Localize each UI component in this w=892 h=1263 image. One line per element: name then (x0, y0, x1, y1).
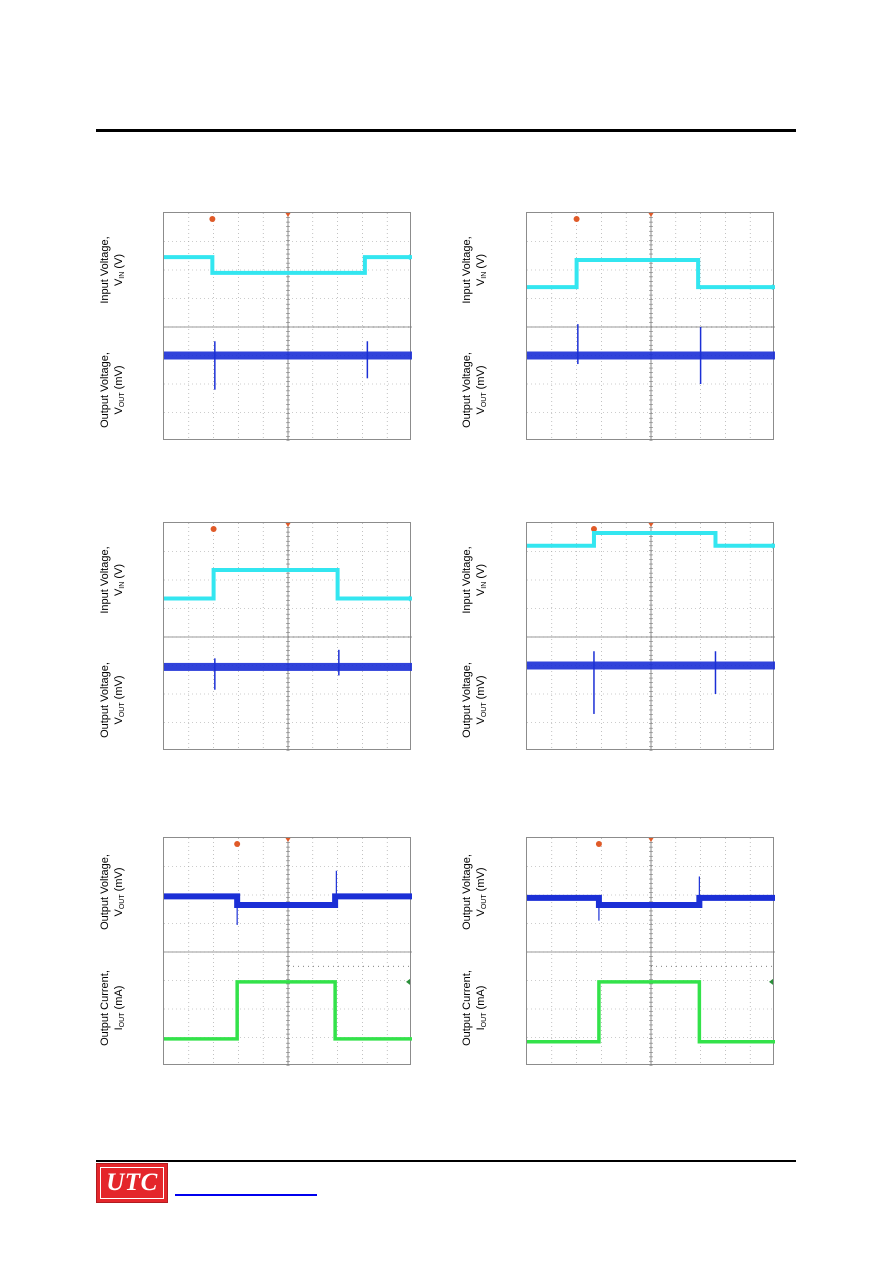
trigger-marker (590, 526, 597, 532)
y-label-line-2: VIN (V) (475, 563, 488, 597)
y-label-line-1: Output Voltage, (99, 854, 111, 930)
channel-marker (769, 542, 773, 549)
y-label-line-2: VOUT (mV) (475, 675, 488, 725)
trigger-position-marker (648, 838, 654, 842)
y-label-line-1: Output Voltage, (99, 352, 111, 428)
y-label-line-2: VOUT (mV) (475, 365, 488, 415)
y-label-line-1: Output Current, (461, 970, 473, 1046)
y-label-output-voltage: Output Voltage, VOUT (mV) (456, 640, 496, 760)
utc-logo: UTC (96, 1163, 168, 1203)
y-label-input-voltage: Input Voltage, VIN (V) (94, 520, 134, 640)
y-label-line-1: Input Voltage, (461, 236, 473, 304)
scope-line-transient-2 (526, 212, 775, 441)
channel-marker (406, 254, 410, 261)
scope-plot (164, 213, 412, 441)
scope-plot (527, 523, 775, 751)
trigger-position-marker (285, 523, 291, 527)
scope-line-transient-1 (163, 212, 412, 441)
y-label-line-1: Output Voltage, (461, 854, 473, 930)
scope-load-transient-2 (526, 837, 775, 1066)
footer-link-underline[interactable] (175, 1194, 317, 1196)
y-label-line-2: VOUT (mV) (113, 365, 126, 415)
y-label-line-2: VIN (V) (113, 253, 126, 287)
channel-marker (406, 595, 410, 602)
y-label-output-voltage: Output Voltage, VOUT (mV) (94, 640, 134, 760)
y-label-input-voltage: Input Voltage, VIN (V) (456, 520, 496, 640)
trigger-marker (210, 526, 217, 532)
scope-plot (527, 213, 775, 441)
trigger-marker (595, 841, 602, 847)
scope-plot (527, 838, 775, 1066)
channel-marker (769, 978, 773, 985)
y-label-line-2: VOUT (mV) (113, 675, 126, 725)
y-label-line-2: IOUT (mA) (475, 985, 488, 1031)
y-label-line-1: Output Voltage, (461, 352, 473, 428)
trigger-position-marker (648, 213, 654, 217)
y-label-output-voltage: Output Voltage, VOUT (mV) (456, 832, 496, 952)
top-trace (527, 258, 775, 290)
trigger-marker (234, 841, 241, 847)
bottom-trace (164, 351, 412, 360)
y-label-line-2: VOUT (mV) (475, 867, 488, 917)
scope-plot (164, 523, 412, 751)
y-label-output-voltage: Output Voltage, VOUT (mV) (94, 832, 134, 952)
y-label-output-current: Output Current, IOUT (mA) (456, 948, 496, 1068)
y-label-line-2: VOUT (mV) (113, 867, 126, 917)
y-label-output-current: Output Current, IOUT (mA) (94, 948, 134, 1068)
channel-marker (406, 978, 410, 985)
y-label-line-1: Output Voltage, (461, 662, 473, 738)
y-label-output-voltage: Output Voltage, VOUT (mV) (456, 330, 496, 450)
top-trace (164, 255, 412, 275)
y-label-line-1: Input Voltage, (461, 546, 473, 614)
utc-logo-text: UTC (100, 1167, 164, 1199)
y-label-input-voltage: Input Voltage, VIN (V) (94, 210, 134, 330)
y-label-input-voltage: Input Voltage, VIN (V) (456, 210, 496, 330)
trigger-position-marker (285, 838, 291, 842)
top-trace (527, 894, 775, 908)
scope-line-transient-3 (163, 522, 412, 751)
y-label-output-voltage: Output Voltage, VOUT (mV) (94, 330, 134, 450)
y-label-line-1: Output Voltage, (99, 662, 111, 738)
scope-plot (164, 838, 412, 1066)
bottom-trace (527, 351, 775, 360)
y-label-line-1: Output Current, (99, 970, 111, 1046)
bottom-trace (164, 662, 412, 671)
y-label-line-1: Input Voltage, (99, 236, 111, 304)
top-trace (164, 568, 412, 601)
bottom-trace (527, 980, 775, 1044)
y-label-line-2: VIN (V) (113, 563, 126, 597)
footer-rule (96, 1160, 796, 1162)
scope-line-transient-4 (526, 522, 775, 751)
top-trace (527, 530, 775, 548)
top-trace (164, 893, 412, 908)
bottom-trace (527, 661, 775, 670)
trigger-position-marker (285, 213, 291, 217)
trigger-marker (209, 216, 216, 222)
trigger-marker (573, 216, 580, 222)
y-label-line-1: Input Voltage, (99, 546, 111, 614)
header-rule (96, 129, 796, 132)
channel-marker (769, 284, 773, 291)
trigger-position-marker (648, 523, 654, 527)
scope-load-transient-1 (163, 837, 412, 1066)
y-label-line-2: IOUT (mA) (113, 985, 126, 1031)
bottom-trace (164, 980, 412, 1041)
y-label-line-2: VIN (V) (475, 253, 488, 287)
